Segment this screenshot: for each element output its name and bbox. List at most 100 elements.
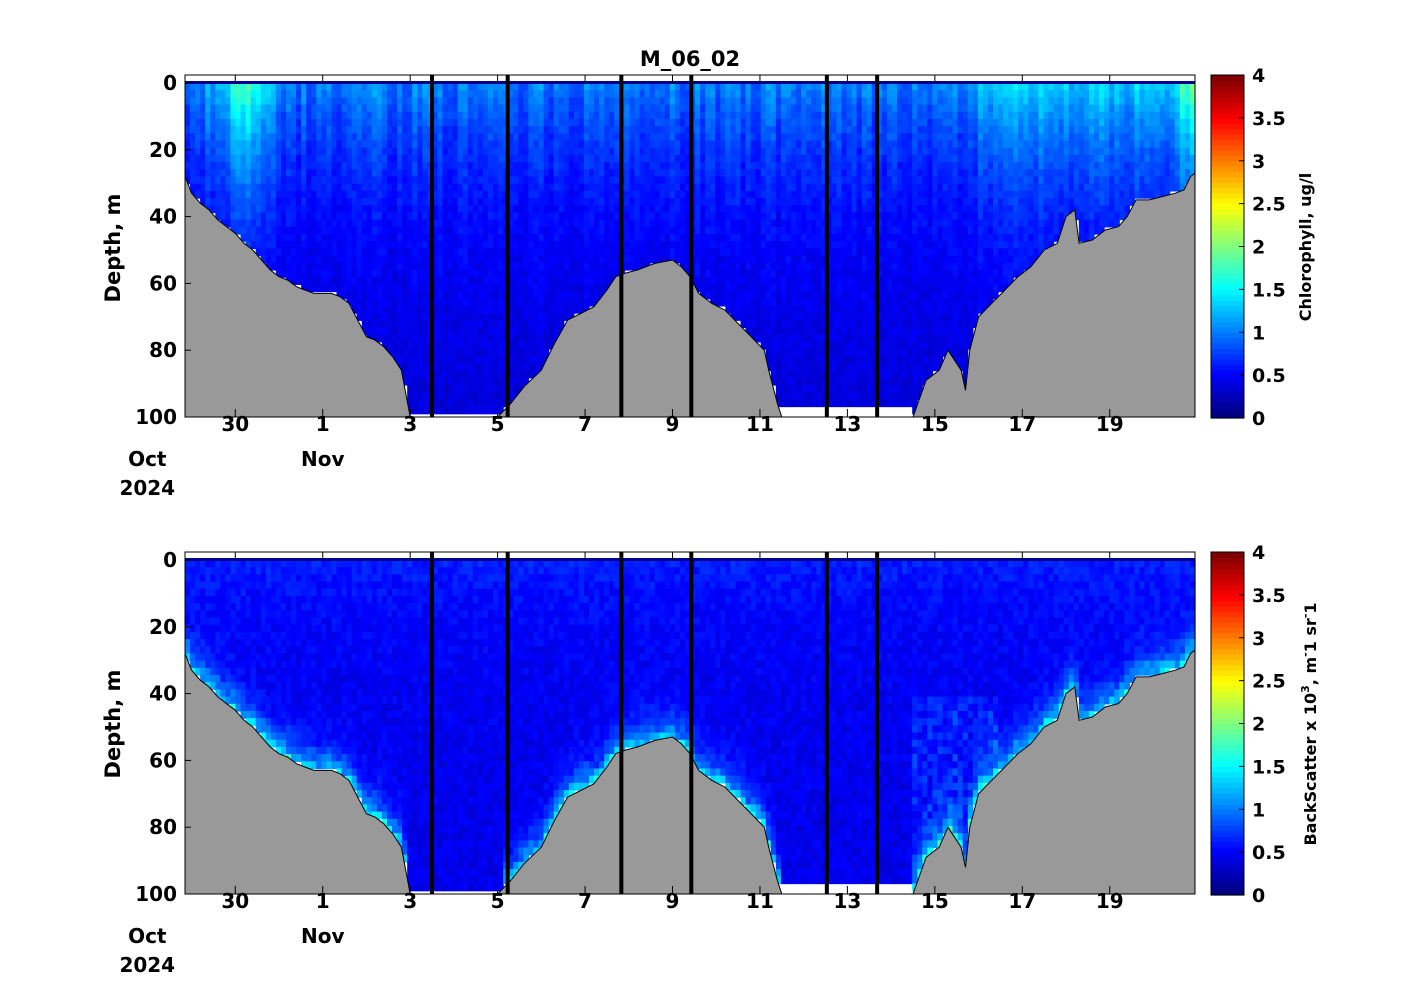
heatmap-cell [235, 97, 242, 106]
heatmap-cell [866, 104, 873, 113]
heatmap-cell [361, 219, 368, 228]
heatmap-cell [321, 233, 327, 242]
heatmap-cell [366, 320, 373, 329]
heatmap-cell [528, 248, 535, 257]
heatmap-cell [275, 104, 282, 113]
heatmap-cell [745, 313, 752, 321]
heatmap-cell [750, 277, 757, 285]
heatmap-cell [381, 154, 388, 163]
heatmap-cell [518, 169, 524, 178]
heatmap-cell [785, 212, 792, 221]
heatmap-cell [624, 169, 630, 178]
heatmap-cell [785, 348, 792, 357]
heatmap-cell [826, 176, 832, 185]
heatmap-cell [846, 111, 853, 120]
heatmap-cell [589, 205, 595, 214]
heatmap-cell [361, 241, 368, 249]
heatmap-cell [371, 126, 378, 134]
heatmap-cell [801, 334, 807, 343]
heatmap-cell [472, 406, 479, 415]
heatmap-cell [700, 190, 706, 199]
heatmap-cell [513, 348, 519, 357]
heatmap-cell [326, 255, 333, 264]
heatmap-cell [775, 370, 782, 379]
heatmap-cell [235, 83, 242, 91]
heatmap-cell [270, 226, 277, 235]
heatmap-cell [816, 162, 822, 170]
heatmap-cell [488, 248, 494, 257]
heatmap-cell [533, 334, 540, 343]
heatmap-cell [796, 233, 802, 242]
heatmap-cell [568, 190, 575, 199]
heatmap-cell [816, 284, 822, 293]
heatmap-cell [871, 370, 878, 379]
heatmap-cell [871, 219, 878, 228]
heatmap-cell [432, 219, 439, 228]
heatmap-cell [548, 291, 555, 300]
heatmap-cell [720, 291, 726, 300]
heatmap-cell [755, 284, 762, 293]
heatmap-cell [780, 370, 787, 379]
heatmap-cell [669, 205, 676, 214]
heatmap-cell [740, 205, 747, 214]
heatmap-cell [462, 104, 469, 113]
heatmap-cell [866, 169, 873, 178]
chlorophyll-plot-area [184, 74, 1196, 418]
heatmap-cell [629, 190, 636, 199]
heatmap-cell [508, 255, 514, 264]
heatmap-cell [578, 140, 585, 149]
heatmap-cell [745, 83, 752, 91]
heatmap-cell [301, 118, 307, 127]
heatmap-cell [245, 90, 252, 99]
heatmap-cell [902, 241, 908, 249]
heatmap-cell [432, 133, 439, 142]
heatmap-cell [871, 83, 878, 91]
heatmap-cell [230, 118, 237, 127]
heatmap-cell [725, 205, 731, 214]
heatmap-cell [735, 190, 742, 199]
heatmap-cell [669, 226, 676, 235]
heatmap-cell [649, 176, 656, 185]
heatmap-cell [301, 277, 307, 285]
heatmap-cell [745, 291, 752, 300]
heatmap-cell [447, 284, 454, 293]
heatmap-cell [296, 176, 302, 185]
heatmap-cell [488, 83, 494, 91]
heatmap-cell [755, 169, 762, 178]
heatmap-cell [821, 133, 827, 142]
heatmap-cell [846, 298, 853, 307]
heatmap-cell [902, 313, 908, 321]
heatmap-cell [477, 384, 484, 393]
heatmap-cell [195, 140, 201, 149]
heatmap-cell [240, 97, 247, 106]
heatmap-cell [614, 97, 620, 106]
heatmap-cell [245, 140, 252, 149]
heatmap-cell [351, 162, 358, 170]
heatmap-cell [270, 169, 277, 178]
heatmap-cell [700, 104, 706, 113]
heatmap-cell [876, 356, 883, 365]
heatmap-cell [457, 406, 464, 415]
heatmap-cell [326, 162, 333, 170]
heatmap-cell [826, 363, 832, 372]
heatmap-cell [639, 219, 646, 228]
heatmap-cell [528, 327, 535, 336]
heatmap-cell [280, 198, 287, 206]
heatmap-cell [336, 269, 343, 278]
heatmap-cell [715, 126, 721, 134]
heatmap-cell [402, 162, 408, 170]
heatmap-cell [351, 126, 358, 134]
heatmap-cell [417, 233, 423, 242]
heatmap-cell [528, 104, 535, 113]
heatmap-cell [785, 111, 792, 120]
heatmap-cell [801, 233, 807, 242]
heatmap-cell [573, 169, 580, 178]
heatmap-cell [710, 205, 716, 214]
heatmap-cell [806, 305, 812, 314]
heatmap-cell [376, 205, 383, 214]
heatmap-cell [700, 97, 706, 106]
heatmap-cell [220, 97, 226, 106]
heatmap-cell [568, 176, 575, 185]
heatmap-cell [892, 118, 898, 127]
heatmap-cell [270, 198, 277, 206]
